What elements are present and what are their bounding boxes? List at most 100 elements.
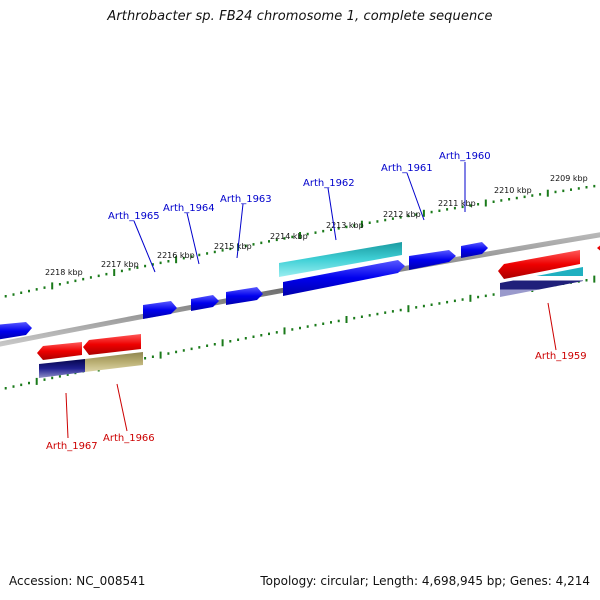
minor-tick bbox=[430, 303, 433, 306]
minor-tick bbox=[105, 272, 108, 276]
minor-tick bbox=[376, 220, 379, 223]
minor-tick bbox=[500, 199, 503, 202]
minor-tick bbox=[337, 227, 340, 230]
tick-label-2215: 2215 kbp bbox=[214, 242, 252, 251]
minor-tick bbox=[376, 312, 379, 316]
minor-tick bbox=[391, 310, 394, 313]
gene-label-arth-1960[interactable]: Arth_1960 bbox=[439, 151, 491, 162]
minor-tick bbox=[508, 198, 511, 201]
minor-tick bbox=[531, 194, 534, 197]
leader-line bbox=[186, 212, 200, 265]
gene-label-arth-1962[interactable]: Arth_1962 bbox=[303, 178, 355, 189]
minor-tick bbox=[175, 350, 178, 354]
minor-tick bbox=[221, 249, 224, 252]
leader-line bbox=[547, 302, 557, 351]
minor-tick bbox=[58, 375, 61, 378]
minor-tick bbox=[136, 266, 139, 269]
minor-tick bbox=[399, 216, 402, 219]
olive-feature bbox=[85, 352, 143, 372]
gene-label-arth-1959[interactable]: Arth_1959 bbox=[535, 351, 587, 362]
minor-tick bbox=[128, 268, 131, 271]
minor-tick bbox=[453, 206, 456, 210]
minor-tick bbox=[43, 378, 46, 381]
minor-tick bbox=[283, 237, 286, 240]
major-tick bbox=[407, 305, 410, 313]
minor-tick bbox=[252, 335, 255, 338]
forward-gene-segment bbox=[0, 322, 32, 340]
minor-tick bbox=[515, 196, 518, 200]
minor-tick bbox=[82, 277, 85, 281]
gene-label-arth-1966[interactable]: Arth_1966 bbox=[103, 433, 155, 444]
minor-tick bbox=[275, 238, 278, 242]
minor-tick bbox=[484, 294, 487, 298]
tick-label-2211: 2211 kbp bbox=[438, 199, 476, 208]
gene-label-arth-1961[interactable]: Arth_1961 bbox=[381, 163, 433, 174]
minor-tick bbox=[28, 289, 30, 293]
striped-feature bbox=[500, 267, 583, 297]
forward-gene-segment bbox=[143, 301, 177, 319]
major-tick bbox=[113, 269, 116, 276]
minor-tick bbox=[12, 293, 15, 296]
minor-tick bbox=[144, 264, 147, 268]
minor-tick bbox=[415, 213, 418, 216]
minor-tick bbox=[461, 298, 464, 301]
minor-tick bbox=[268, 332, 270, 336]
minor-tick bbox=[275, 331, 278, 334]
minor-tick bbox=[314, 231, 317, 234]
gene-label-arth-1963[interactable]: Arth_1963 bbox=[220, 194, 272, 205]
minor-tick bbox=[120, 269, 123, 273]
reverse-gene-segment bbox=[597, 245, 600, 251]
major-tick bbox=[360, 220, 363, 228]
minor-tick bbox=[438, 209, 441, 212]
outer-tick-track bbox=[4, 184, 596, 298]
minor-tick bbox=[306, 325, 309, 328]
minor-tick bbox=[384, 218, 387, 222]
minor-tick bbox=[244, 337, 247, 340]
minor-tick bbox=[415, 306, 418, 309]
gene-label-arth-1965[interactable]: Arth_1965 bbox=[108, 211, 160, 222]
leader-line bbox=[65, 392, 69, 439]
minor-tick bbox=[260, 334, 263, 337]
minor-tick bbox=[593, 184, 596, 188]
minor-tick bbox=[206, 344, 209, 347]
minor-tick bbox=[314, 323, 317, 327]
tick-label-2214: 2214 kbp bbox=[270, 232, 308, 241]
minor-tick bbox=[430, 210, 433, 214]
minor-tick bbox=[330, 321, 332, 324]
reverse-gene-segment bbox=[37, 342, 82, 360]
minor-tick bbox=[182, 256, 185, 260]
minor-tick bbox=[477, 295, 480, 299]
minor-tick bbox=[151, 263, 154, 266]
minor-tick bbox=[58, 283, 61, 286]
minor-tick bbox=[159, 261, 162, 265]
forward-gene-segment bbox=[283, 260, 405, 296]
minor-tick bbox=[268, 240, 270, 243]
minor-tick bbox=[291, 235, 294, 239]
minor-tick bbox=[477, 203, 480, 206]
gene-label-arth-1964[interactable]: Arth_1964 bbox=[163, 203, 215, 214]
minor-tick bbox=[585, 279, 588, 282]
minor-tick bbox=[12, 385, 15, 388]
forward-gene-segment bbox=[226, 287, 263, 305]
minor-tick bbox=[562, 189, 565, 193]
minor-tick bbox=[167, 260, 170, 263]
topology-text: Topology: circular; Length: 4,698,945 bp… bbox=[260, 574, 590, 588]
tick-label-2212: 2212 kbp bbox=[383, 210, 421, 219]
minor-tick bbox=[291, 328, 294, 331]
minor-tick bbox=[28, 381, 30, 385]
minor-tick bbox=[554, 190, 557, 194]
minor-tick bbox=[453, 299, 456, 303]
minor-tick bbox=[206, 252, 209, 255]
minor-tick bbox=[384, 311, 387, 314]
minor-tick bbox=[523, 195, 526, 199]
minor-tick bbox=[585, 186, 588, 189]
minor-tick bbox=[368, 221, 371, 224]
major-tick bbox=[299, 232, 301, 239]
forward-gene-segment bbox=[409, 250, 456, 270]
accession-text: Accession: NC_008541 bbox=[9, 574, 146, 588]
map-title: Arthrobacter sp. FB24 chromosome 1, comp… bbox=[107, 9, 493, 24]
minor-tick bbox=[391, 217, 394, 220]
major-tick bbox=[422, 209, 425, 217]
minor-tick bbox=[237, 338, 240, 341]
gene-label-arth-1967[interactable]: Arth_1967 bbox=[46, 441, 98, 452]
